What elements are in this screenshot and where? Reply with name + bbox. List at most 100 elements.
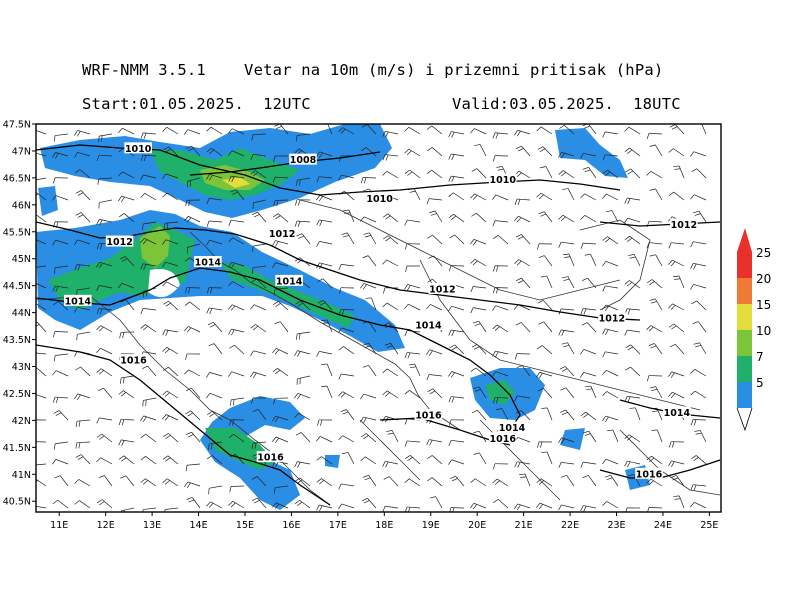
wind-barb xyxy=(382,460,399,468)
wind-barb xyxy=(272,436,289,444)
wind-barb xyxy=(54,265,69,274)
wind-barb xyxy=(250,324,267,333)
wind-barb xyxy=(580,215,597,223)
wind-barb xyxy=(206,126,223,135)
wind-barb xyxy=(206,307,223,315)
wind-barb xyxy=(426,125,443,135)
wind-barb xyxy=(251,133,267,141)
wind-barb xyxy=(558,241,575,248)
wind-barb xyxy=(228,150,245,157)
wind-barb xyxy=(206,455,223,465)
wind-barb xyxy=(184,287,201,294)
wind-barb xyxy=(470,478,487,487)
wind-barb xyxy=(338,346,355,355)
wind-barb xyxy=(558,170,575,179)
wind-barb xyxy=(627,474,641,487)
lat-tick-label: 45.5N xyxy=(3,227,31,238)
wind-barb xyxy=(536,192,553,201)
wind-barb xyxy=(52,396,69,404)
wind-barb xyxy=(251,265,267,274)
isobar-label-bg xyxy=(105,235,134,247)
wind-barb xyxy=(162,281,179,289)
legend-swatch xyxy=(737,356,752,382)
wind-barb xyxy=(75,366,91,377)
wind-barb xyxy=(273,155,289,162)
wind-barb xyxy=(120,299,135,311)
wind-barb xyxy=(426,304,443,311)
isobar-label: 1014 xyxy=(664,408,691,419)
wind-barb xyxy=(470,286,487,293)
wind-barb xyxy=(338,483,355,490)
wind-barb xyxy=(36,367,47,377)
wind-barb xyxy=(208,485,223,495)
isobar-label-bg xyxy=(414,409,443,421)
wind-barb xyxy=(561,342,575,355)
wind-barb xyxy=(206,173,223,181)
wind-barb xyxy=(514,129,531,137)
wind-barb xyxy=(580,308,597,315)
wind-barb xyxy=(604,474,619,487)
wind-barb xyxy=(229,344,245,355)
wind-barb xyxy=(140,132,157,139)
wind-barb xyxy=(250,371,267,379)
wind-barb xyxy=(365,297,377,311)
wind-barb xyxy=(294,220,311,228)
wind-barb xyxy=(228,175,245,183)
wind-barb xyxy=(649,254,663,267)
wind-barb xyxy=(36,177,47,181)
wind-barb xyxy=(119,213,135,223)
wind-barb xyxy=(651,429,663,443)
wind-barb xyxy=(492,132,509,139)
wind-barb xyxy=(98,199,113,209)
wind-barb xyxy=(96,285,113,291)
wind-barb xyxy=(360,433,377,443)
wind-barb xyxy=(690,151,707,157)
wind-barb xyxy=(602,169,619,179)
wind-barb xyxy=(673,275,685,289)
wind-barb xyxy=(492,324,509,333)
wind-barb xyxy=(405,265,421,272)
wind-barb xyxy=(316,241,333,247)
wind-barb xyxy=(96,325,113,333)
wind-barb xyxy=(321,363,333,377)
wind-barb xyxy=(272,348,289,355)
wind-barb xyxy=(228,281,245,289)
wind-barb xyxy=(52,195,69,201)
wind-barb xyxy=(162,239,179,245)
wind-barb xyxy=(382,302,399,311)
wind-barb xyxy=(140,308,157,315)
wind-barb xyxy=(541,407,553,421)
lon-tick-label: 19E xyxy=(422,520,440,531)
legend-label: 25 xyxy=(756,246,771,260)
wind-barb xyxy=(514,215,531,223)
wind-barb xyxy=(316,456,333,465)
wind-barb xyxy=(426,349,443,356)
wind-barb xyxy=(75,419,91,428)
lon-tick-label: 24E xyxy=(654,520,672,531)
wind-barb xyxy=(404,148,421,157)
wind-barb xyxy=(646,325,663,333)
legend-swatch xyxy=(737,330,752,356)
wind-barb xyxy=(602,458,619,465)
wind-barb xyxy=(473,452,487,465)
wind-barb xyxy=(514,503,531,511)
wind-barb xyxy=(74,264,91,271)
wind-barb xyxy=(96,433,113,443)
lat-tick-label: 44N xyxy=(12,308,31,319)
wind-barb xyxy=(96,347,113,355)
wind-barb xyxy=(536,502,553,510)
wind-barb xyxy=(228,261,245,269)
wind-barb xyxy=(514,395,531,402)
border-line xyxy=(299,199,621,301)
isobar-label: 1010 xyxy=(125,144,152,155)
wind-barb xyxy=(646,132,663,140)
wind-barb xyxy=(163,366,179,377)
wind-barb xyxy=(668,148,685,157)
wind-barb xyxy=(272,213,289,223)
wind-barb xyxy=(142,221,157,231)
wind-barb xyxy=(646,242,663,249)
wind-barb xyxy=(338,127,355,135)
wind-barb xyxy=(140,174,157,181)
wind-barb xyxy=(362,342,377,355)
wind-barb xyxy=(427,388,443,399)
